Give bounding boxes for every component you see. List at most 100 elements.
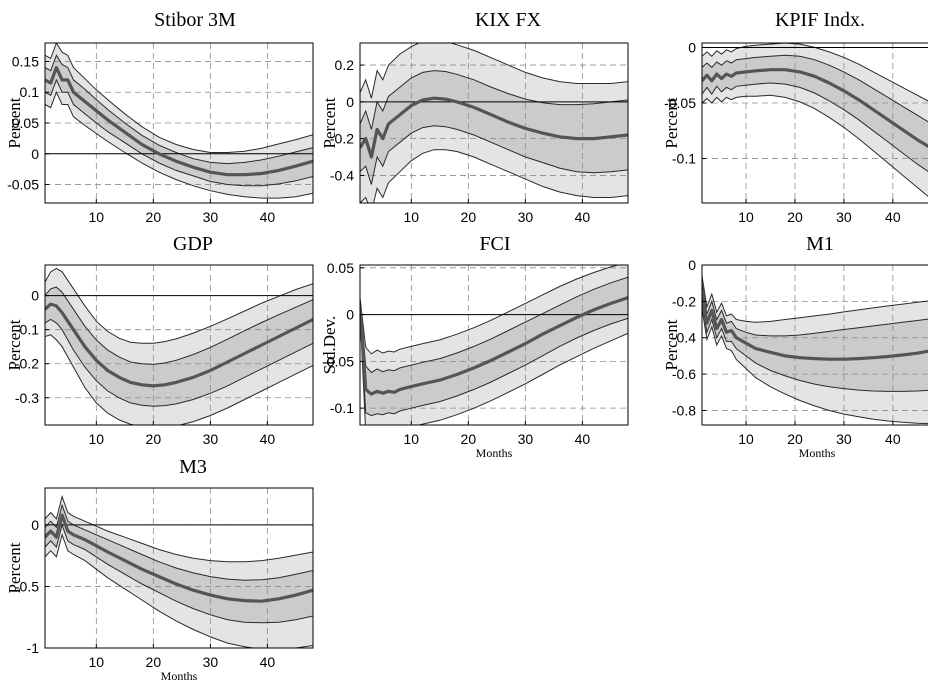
median-line <box>702 68 928 149</box>
band-edge-line <box>45 54 313 165</box>
subplot-title: FCI <box>479 233 510 255</box>
plot-content <box>45 43 313 203</box>
band-edge-line <box>702 301 928 392</box>
y-tick-label: -0.4 <box>672 330 696 346</box>
band-edge-line <box>45 503 313 581</box>
band-edge-line <box>702 82 928 172</box>
x-tick-label: 10 <box>738 209 754 225</box>
y-tick-label: 0.2 <box>335 57 355 73</box>
median-line <box>45 66 313 177</box>
x-tick-label: 30 <box>518 209 534 225</box>
band-edge-line <box>45 494 313 563</box>
y-axis-label: Percent <box>5 319 24 370</box>
band-edge-line <box>360 276 628 374</box>
inner-band <box>702 55 928 172</box>
x-tick-label: 10 <box>89 654 105 670</box>
x-tick-label: 10 <box>404 431 420 447</box>
band-edge-line <box>360 309 628 417</box>
band-edge-line <box>702 43 928 102</box>
subplot: 10 20 30 40 -0.1 -0.05 0 0.05 FCI Std.Dev. Months <box>320 233 629 460</box>
x-axis-label: Months <box>161 669 198 681</box>
subplot-title: Stibor 3M <box>154 9 236 31</box>
band-edge-line <box>702 308 928 425</box>
axes-frame <box>701 42 928 204</box>
x-axis-label: Months <box>476 446 513 460</box>
x-tick-label: 20 <box>787 209 803 225</box>
y-tick-label: -0.1 <box>15 322 39 338</box>
y-tick-label: 0 <box>31 517 39 533</box>
median-line <box>45 513 313 603</box>
y-tick-label: 0.05 <box>12 115 39 131</box>
x-tick-label: 40 <box>260 654 276 670</box>
y-tick-label: -0.1 <box>672 151 696 167</box>
plot-content <box>360 43 628 203</box>
y-axis-label: Percent <box>5 542 24 593</box>
outer-band <box>45 43 313 199</box>
y-tick-label: 0 <box>346 94 354 110</box>
median-line <box>45 302 313 388</box>
y-tick-label: -0.05 <box>322 353 354 369</box>
subplot: 10 20 30 40 -0.4 -0.2 0 0.2 KIX FX Percent <box>320 9 629 225</box>
y-axis-label: Percent <box>5 97 24 148</box>
y-tick-label: -0.2 <box>672 293 696 309</box>
y-axis-label: Percent <box>662 97 681 148</box>
subplot: 10 20 30 40 -0.05 0 0.05 0.1 0.15 Stibor 3M Percen… <box>5 9 314 225</box>
x-tick-label: 20 <box>146 431 162 447</box>
axes-frame <box>701 264 928 426</box>
x-axis-label: Months <box>799 446 836 460</box>
x-tick-label: 30 <box>203 431 219 447</box>
band-edge-line <box>360 43 628 99</box>
x-tick-label: 20 <box>146 654 162 670</box>
y-tick-label: -0.05 <box>664 95 696 111</box>
band-edge-line <box>360 125 628 185</box>
y-tick-label: -0.3 <box>15 390 39 406</box>
x-tick-label: 40 <box>260 431 276 447</box>
x-tick-label: 30 <box>203 209 219 225</box>
x-tick-label: 30 <box>203 654 219 670</box>
y-tick-label: -0.8 <box>672 402 696 418</box>
plot-content <box>702 265 928 425</box>
y-tick-label: 0.15 <box>12 53 39 69</box>
y-tick-label: -1 <box>27 640 40 656</box>
x-tick-label: 40 <box>575 209 591 225</box>
x-tick-label: 40 <box>260 209 276 225</box>
y-tick-label: 0.1 <box>20 84 40 100</box>
x-tick-label: 10 <box>89 209 105 225</box>
band-edge-line <box>45 90 313 199</box>
axes-frame <box>44 264 314 426</box>
x-tick-label: 30 <box>836 431 852 447</box>
band-edge-line <box>702 283 928 337</box>
subplot-title: GDP <box>173 233 213 255</box>
y-tick-label: -0.2 <box>330 131 354 147</box>
plot-content <box>45 265 313 425</box>
x-tick-label: 20 <box>146 209 162 225</box>
x-tick-label: 20 <box>461 209 477 225</box>
y-tick-label: -0.4 <box>330 167 354 183</box>
y-axis-label: Std.Dev. <box>320 316 339 374</box>
subplot: 10 20 30 40 -0.3 -0.2 -0.1 0 GDP Percent <box>5 233 314 447</box>
median-line <box>360 96 628 159</box>
band-edge-line <box>702 94 928 198</box>
band-edge-line <box>45 334 313 425</box>
x-tick-label: 10 <box>404 209 420 225</box>
inner-band <box>360 277 628 416</box>
axes-frame <box>359 264 629 426</box>
plot-content <box>360 265 628 425</box>
band-edge-line <box>360 149 628 203</box>
x-tick-label: 40 <box>575 431 591 447</box>
x-tick-label: 20 <box>461 431 477 447</box>
band-edge-line <box>360 70 628 130</box>
y-tick-label: -0.05 <box>7 177 39 193</box>
y-axis-label: Percent <box>662 319 681 370</box>
axes-frame <box>44 487 314 649</box>
band-edge-line <box>45 286 313 365</box>
y-tick-label: 0 <box>688 257 696 273</box>
band-edge-line <box>360 265 620 355</box>
y-tick-label: -0.1 <box>330 400 354 416</box>
y-tick-label: -0.6 <box>672 366 696 382</box>
plot-content <box>702 43 928 203</box>
axes-frame <box>359 42 629 204</box>
band-edge-line <box>45 523 313 624</box>
inner-band <box>45 505 313 623</box>
